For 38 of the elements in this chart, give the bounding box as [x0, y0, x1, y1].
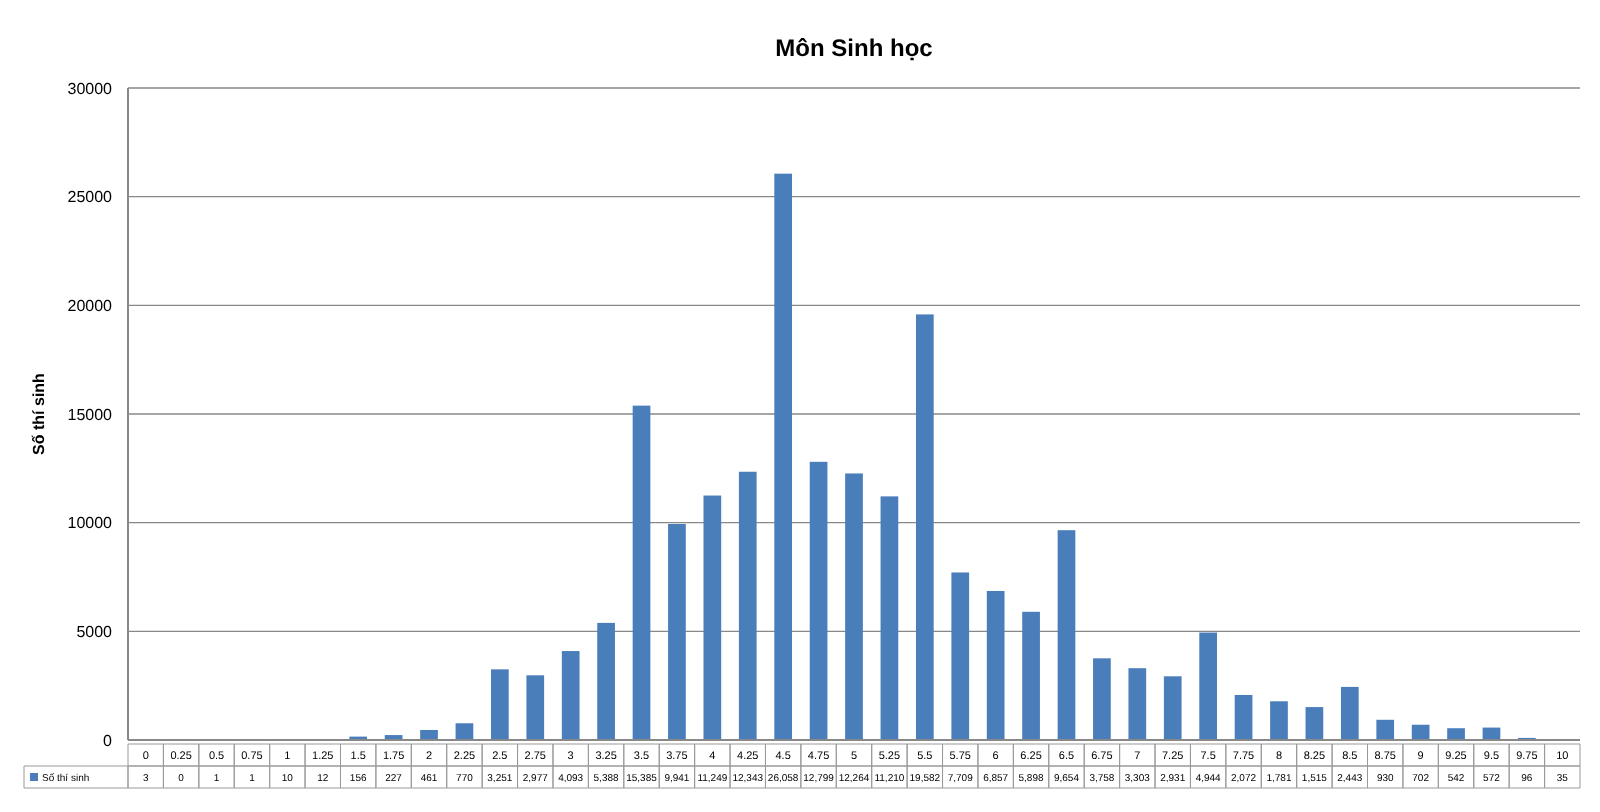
bar — [1022, 611, 1040, 740]
bar — [455, 723, 474, 740]
bar — [703, 495, 722, 740]
bar — [809, 461, 828, 740]
bar — [774, 173, 793, 740]
y-tick-label: 0 — [103, 731, 114, 750]
bar — [738, 471, 757, 740]
bar — [420, 729, 438, 740]
chart-title: Môn Sinh học — [775, 34, 934, 62]
bar — [845, 473, 863, 740]
bar — [1199, 632, 1217, 740]
bar — [1234, 694, 1253, 740]
bar — [1128, 668, 1147, 740]
bar — [1447, 728, 1465, 740]
bar — [491, 669, 509, 740]
bar — [880, 496, 899, 740]
bar — [561, 651, 580, 740]
bar — [1340, 686, 1359, 740]
bar — [1057, 530, 1076, 740]
bar — [1376, 719, 1395, 740]
bar — [1270, 701, 1288, 740]
bar — [986, 590, 1005, 740]
y-axis-title: Số thí sinh — [30, 372, 48, 455]
bar — [632, 405, 651, 740]
y-tick-label: 30000 — [67, 79, 114, 98]
y-tick-label: 15000 — [67, 405, 114, 424]
bar — [597, 622, 615, 740]
bar — [1305, 707, 1324, 740]
bar — [915, 314, 934, 740]
y-tick-label: 25000 — [67, 188, 114, 207]
bar — [668, 523, 686, 740]
y-tick-label: 10000 — [67, 514, 114, 533]
bar — [951, 572, 970, 740]
y-tick-label: 5000 — [76, 622, 114, 641]
bar — [1163, 676, 1182, 740]
y-tick-label: 20000 — [67, 296, 114, 315]
bar — [1093, 658, 1111, 740]
bar — [526, 675, 545, 740]
